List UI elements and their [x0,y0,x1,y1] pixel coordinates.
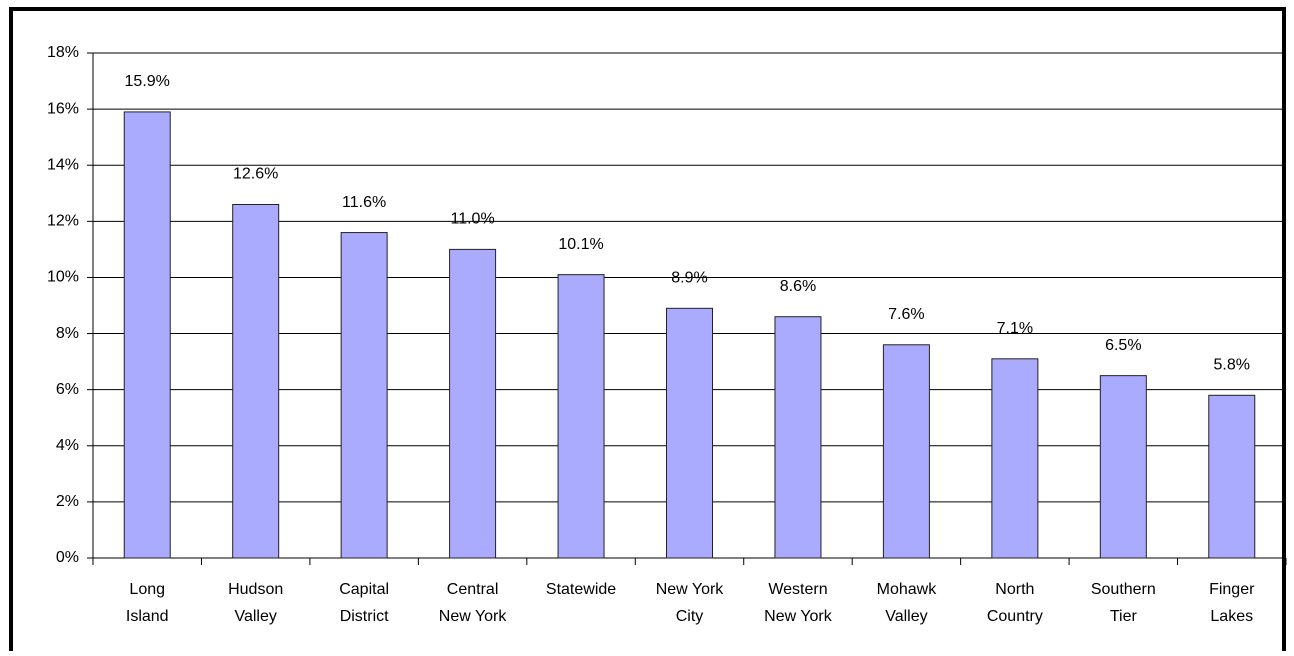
x-tick-label: North [995,581,1034,598]
data-label: 10.1% [558,236,603,253]
x-tick-label: Western [768,581,827,598]
data-label: 15.9% [125,73,170,90]
x-tick-label: Southern [1091,581,1156,598]
chart-frame [9,7,1286,656]
x-tick-label: New York [439,608,508,625]
data-label: 8.9% [671,270,707,287]
bar [557,274,605,559]
data-label: 7.1% [997,320,1033,337]
bar [666,307,713,559]
bar [774,316,822,559]
bar [232,204,280,559]
y-tick-label: 16% [47,100,79,117]
bar [123,111,171,559]
x-tick-label: Valley [885,608,927,625]
data-label: 12.6% [233,166,278,183]
bar [882,344,930,559]
x-tick-label: Capital [339,581,389,598]
y-tick-label: 2% [56,493,79,510]
bar [340,232,388,559]
data-label: 11.0% [450,211,494,228]
x-tick-label: New York [656,581,725,598]
y-tick-label: 4% [56,437,79,454]
y-tick-label: 14% [47,156,79,173]
x-tick-label: Country [987,608,1043,625]
x-tick-label: Lakes [1210,608,1253,625]
x-tick-label: Hudson [228,581,283,598]
x-tick-label: Island [126,608,169,625]
x-tick-label: Central [447,581,499,598]
x-tick-label: District [340,608,389,625]
bar [1099,375,1147,559]
x-tick-label: Finger [1209,581,1255,598]
x-tick-label: Tier [1110,608,1138,625]
y-tick-label: 18% [47,44,79,61]
y-tick-label: 0% [56,549,79,566]
x-tick-label: Mohawk [877,581,938,598]
data-label: 8.6% [780,278,816,295]
x-tick-label: Valley [234,608,276,625]
y-tick-label: 8% [56,325,79,342]
data-label: 7.6% [888,306,924,323]
bar [991,358,1039,559]
bar [1208,394,1256,559]
x-tick-label: Statewide [546,581,616,598]
data-label: 5.8% [1214,356,1250,373]
y-tick-label: 6% [56,381,79,398]
y-tick-label: 10% [47,269,79,286]
x-tick-label: Long [129,581,165,598]
x-tick-label: New York [764,608,833,625]
y-tick-label: 12% [47,213,79,230]
data-label: 6.5% [1105,337,1141,354]
x-tick-label: City [676,608,704,625]
data-label: 11.6% [342,194,386,211]
bar [449,248,497,559]
